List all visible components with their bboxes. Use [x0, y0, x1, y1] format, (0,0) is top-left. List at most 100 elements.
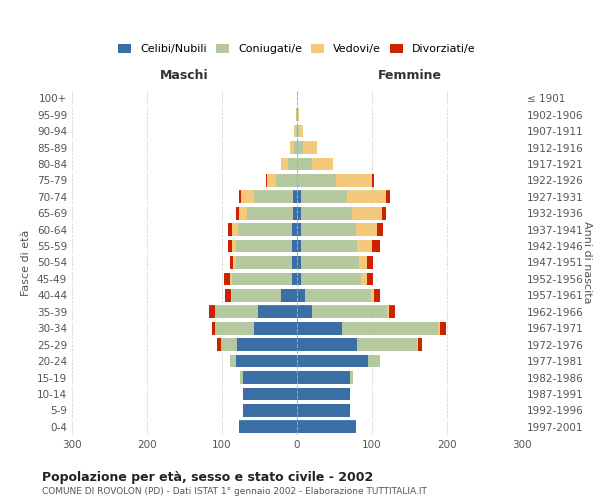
Bar — [297, 338, 357, 351]
Bar — [292, 272, 297, 285]
Bar — [224, 272, 230, 285]
Text: Maschi: Maschi — [160, 69, 209, 82]
Bar — [215, 306, 258, 318]
Bar — [368, 354, 380, 368]
Bar — [241, 190, 254, 203]
Bar — [243, 388, 297, 400]
Bar — [301, 190, 347, 203]
Bar — [236, 207, 239, 220]
Bar — [297, 141, 303, 154]
Bar — [281, 289, 297, 302]
Bar — [235, 256, 292, 269]
Bar — [237, 338, 297, 351]
Bar — [371, 289, 374, 302]
Bar — [290, 141, 294, 154]
Bar — [367, 272, 373, 285]
Bar — [342, 322, 438, 334]
Bar — [229, 354, 235, 368]
Bar — [355, 223, 377, 236]
Bar — [228, 223, 232, 236]
Bar — [238, 223, 292, 236]
Bar — [221, 338, 237, 351]
Bar — [276, 174, 297, 187]
Bar — [312, 158, 333, 170]
Bar — [235, 240, 292, 252]
Bar — [239, 207, 247, 220]
Bar — [232, 289, 281, 302]
Bar — [301, 272, 361, 285]
Bar — [230, 272, 232, 285]
Bar — [297, 256, 301, 269]
Bar — [231, 289, 232, 302]
Bar — [386, 190, 390, 203]
Bar — [303, 141, 317, 154]
Bar — [292, 240, 297, 252]
Bar — [312, 306, 387, 318]
Bar — [352, 207, 382, 220]
Bar — [232, 240, 235, 252]
Bar — [297, 306, 312, 318]
Bar — [297, 354, 368, 368]
Bar — [367, 256, 373, 269]
Bar — [387, 306, 389, 318]
Bar — [225, 289, 231, 302]
Bar — [258, 306, 297, 318]
Bar — [417, 338, 418, 351]
Bar — [336, 174, 372, 187]
Bar — [296, 108, 297, 121]
Bar — [347, 190, 386, 203]
Bar — [301, 223, 355, 236]
Bar — [361, 272, 367, 285]
Bar — [240, 371, 243, 384]
Bar — [349, 371, 353, 384]
Bar — [305, 289, 371, 302]
Bar — [301, 240, 357, 252]
Bar — [359, 256, 367, 269]
Bar — [297, 207, 301, 220]
Bar — [247, 207, 293, 220]
Bar — [418, 338, 421, 351]
Bar — [288, 158, 297, 170]
Bar — [297, 420, 355, 433]
Bar — [292, 223, 297, 236]
Bar — [439, 322, 445, 334]
Bar — [235, 354, 297, 368]
Bar — [297, 223, 301, 236]
Text: COMUNE DI ROVOLON (PD) - Dati ISTAT 1° gennaio 2002 - Elaborazione TUTTITALIA.IT: COMUNE DI ROVOLON (PD) - Dati ISTAT 1° g… — [42, 488, 427, 496]
Bar — [212, 322, 215, 334]
Bar — [389, 306, 395, 318]
Bar — [297, 289, 305, 302]
Bar — [293, 190, 297, 203]
Bar — [217, 338, 221, 351]
Bar — [301, 207, 352, 220]
Bar — [297, 388, 349, 400]
Bar — [228, 240, 232, 252]
Bar — [294, 141, 297, 154]
Bar — [243, 371, 297, 384]
Bar — [267, 174, 276, 187]
Bar — [254, 190, 293, 203]
Bar — [297, 190, 301, 203]
Legend: Celibi/Nubili, Coniugati/e, Vedovi/e, Divorziati/e: Celibi/Nubili, Coniugati/e, Vedovi/e, Di… — [118, 44, 476, 54]
Bar — [254, 322, 297, 334]
Bar — [296, 124, 297, 138]
Bar — [299, 124, 303, 138]
Bar — [372, 240, 380, 252]
Bar — [297, 371, 349, 384]
Bar — [297, 124, 299, 138]
Bar — [357, 338, 417, 351]
Bar — [294, 124, 296, 138]
Y-axis label: Anni di nascita: Anni di nascita — [582, 221, 592, 304]
Bar — [374, 289, 380, 302]
Bar — [297, 272, 301, 285]
Bar — [377, 223, 383, 236]
Bar — [281, 158, 288, 170]
Bar — [357, 240, 372, 252]
Bar — [297, 158, 312, 170]
Y-axis label: Fasce di età: Fasce di età — [22, 230, 31, 296]
Bar — [230, 256, 233, 269]
Bar — [298, 108, 299, 121]
Bar — [297, 322, 342, 334]
Bar — [233, 256, 235, 269]
Bar — [232, 272, 292, 285]
